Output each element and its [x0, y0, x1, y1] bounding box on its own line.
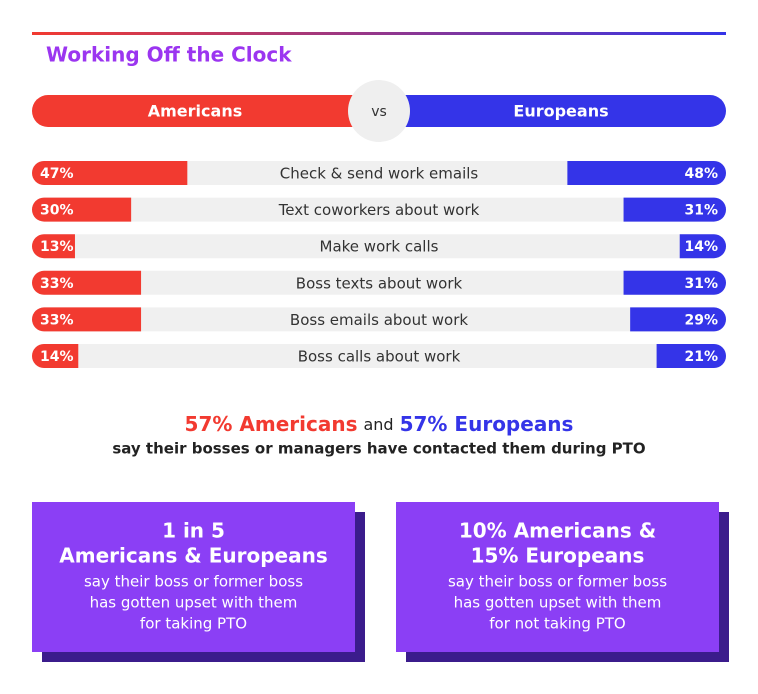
bar: [32, 161, 188, 185]
bar: [32, 344, 79, 368]
value-label: 14%: [40, 349, 74, 365]
category-label: Boss texts about work: [296, 274, 463, 292]
legend-label: Americans: [148, 102, 242, 121]
row-background: [32, 161, 726, 185]
card-body: for not taking PTO: [489, 615, 625, 633]
value-label: 14%: [684, 239, 718, 255]
summary-subtitle: say their bosses or managers have contac…: [112, 440, 645, 458]
bar: [679, 234, 727, 259]
bar: [32, 197, 132, 222]
card: [396, 502, 719, 652]
value-label: 47%: [40, 166, 74, 182]
bar: [623, 270, 726, 295]
category-label: Check & send work emails: [280, 165, 479, 183]
category-label: Boss calls about work: [298, 348, 461, 366]
summary-headline: 57% Americans and 57% Europeans: [185, 412, 574, 436]
row-background: [32, 270, 726, 295]
card-heading: 15% Europeans: [471, 544, 645, 568]
category-label: Text coworkers about work: [278, 201, 480, 219]
category-label: Make work calls: [320, 238, 439, 256]
value-label: 13%: [40, 239, 74, 255]
vs-label: vs: [371, 104, 387, 120]
card-heading: 1 in 5: [162, 519, 225, 543]
row-background: [32, 307, 726, 332]
bar: [32, 270, 142, 295]
legend-bar: [379, 95, 726, 127]
card-body: has gotten upset with them: [454, 594, 662, 612]
row-background: [32, 197, 726, 222]
bar: [630, 307, 726, 332]
bar: [567, 161, 726, 185]
card-body: has gotten upset with them: [90, 594, 298, 612]
row-background: [32, 344, 726, 368]
bar: [31, 234, 75, 259]
row-background: [32, 234, 726, 259]
value-label: 30%: [40, 203, 74, 219]
card-body: say their boss or former boss: [448, 573, 667, 591]
chart-title: Working Off the Clock: [46, 43, 292, 67]
top-rule: [32, 32, 726, 35]
card: [32, 502, 355, 652]
summary-joiner: and: [363, 415, 393, 434]
card-heading: 10% Americans &: [459, 519, 656, 543]
value-label: 31%: [684, 276, 718, 292]
summary-europeans: 57% Europeans: [400, 412, 574, 436]
vs-circle: [348, 80, 410, 142]
bar: [656, 344, 726, 368]
bar: [623, 197, 726, 222]
value-label: 29%: [684, 312, 718, 328]
value-label: 21%: [684, 349, 718, 365]
card-body: for taking PTO: [140, 615, 247, 633]
bar: [32, 307, 142, 332]
value-label: 31%: [684, 203, 718, 219]
summary-americans: 57% Americans: [185, 412, 358, 436]
card-heading: Americans & Europeans: [59, 544, 328, 568]
value-label: 33%: [40, 276, 74, 292]
value-label: 48%: [684, 166, 718, 182]
category-label: Boss emails about work: [290, 311, 468, 329]
value-label: 33%: [40, 312, 74, 328]
legend-bar: [32, 95, 379, 127]
card-body: say their boss or former boss: [84, 573, 303, 591]
legend-label: Europeans: [513, 102, 608, 121]
